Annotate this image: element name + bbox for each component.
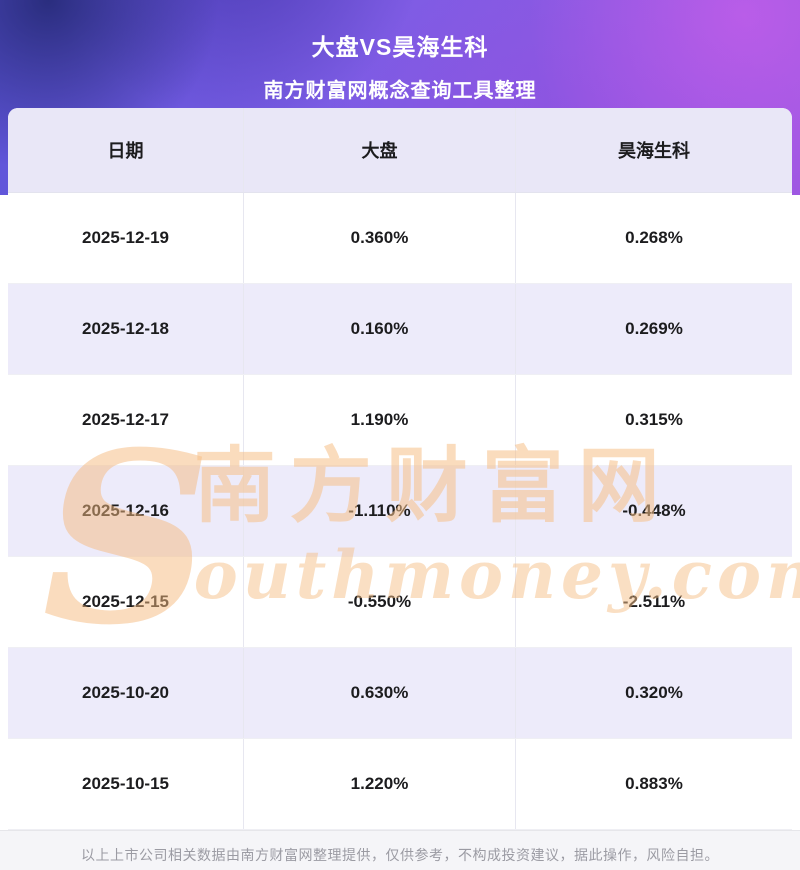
date-cell: 2025-12-17	[8, 375, 243, 465]
date-cell: 2025-12-19	[8, 193, 243, 283]
table-row: 2025-12-16 -1.110% -0.448%	[8, 466, 792, 557]
date-cell: 2025-10-15	[8, 739, 243, 829]
stock-cell: 0.268%	[515, 193, 792, 283]
stock-cell: 0.269%	[515, 284, 792, 374]
date-cell: 2025-12-18	[8, 284, 243, 374]
market-cell: 1.190%	[243, 375, 515, 465]
table-header-row: 日期 大盘 昊海生科	[8, 108, 792, 193]
date-cell: 2025-12-16	[8, 466, 243, 556]
market-cell: -1.110%	[243, 466, 515, 556]
stock-cell: -0.448%	[515, 466, 792, 556]
market-cell: 0.360%	[243, 193, 515, 283]
disclaimer-text: 以上上市公司相关数据由南方财富网整理提供，仅供参考，不构成投资建议，据此操作，风…	[81, 847, 719, 863]
stock-cell: 0.883%	[515, 739, 792, 829]
column-header-market: 大盘	[243, 108, 515, 192]
column-header-stock: 昊海生科	[515, 108, 792, 192]
market-cell: 1.220%	[243, 739, 515, 829]
table-row: 2025-10-15 1.220% 0.883%	[8, 739, 792, 830]
page-title: 大盘VS昊海生科	[311, 34, 489, 60]
date-cell: 2025-10-20	[8, 648, 243, 738]
column-header-date: 日期	[8, 108, 243, 192]
market-cell: 0.630%	[243, 648, 515, 738]
table-row: 2025-12-17 1.190% 0.315%	[8, 375, 792, 466]
table-row: 2025-12-18 0.160% 0.269%	[8, 284, 792, 375]
table-row: 2025-12-15 -0.550% -2.511%	[8, 557, 792, 648]
table-row: 2025-12-19 0.360% 0.268%	[8, 193, 792, 284]
comparison-table: 日期 大盘 昊海生科 2025-12-19 0.360% 0.268% 2025…	[8, 108, 792, 830]
stock-cell: 0.320%	[515, 648, 792, 738]
disclaimer-bar: 以上上市公司相关数据由南方财富网整理提供，仅供参考，不构成投资建议，据此操作，风…	[0, 830, 800, 870]
market-cell: 0.160%	[243, 284, 515, 374]
table-row: 2025-10-20 0.630% 0.320%	[8, 648, 792, 739]
date-cell: 2025-12-15	[8, 557, 243, 647]
stock-cell: -2.511%	[515, 557, 792, 647]
header-titles: 大盘VS昊海生科 南方财富网概念查询工具整理	[0, 0, 800, 103]
page-subtitle: 南方财富网概念查询工具整理	[263, 80, 537, 102]
market-cell: -0.550%	[243, 557, 515, 647]
stock-cell: 0.315%	[515, 375, 792, 465]
